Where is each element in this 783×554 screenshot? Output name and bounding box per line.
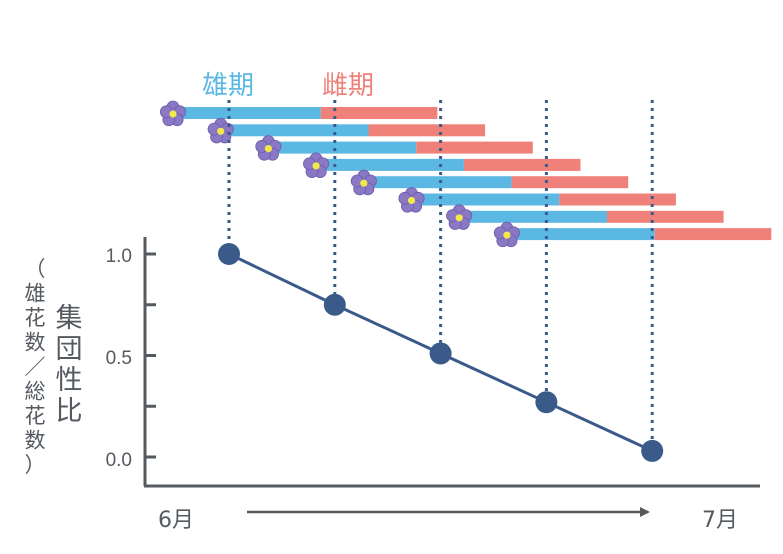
x-label-july: 7月: [702, 508, 738, 533]
male-period-bar: [516, 228, 655, 241]
flower-icon: [303, 152, 330, 178]
data-point: [535, 391, 558, 414]
legend-male-period: 雄期: [202, 71, 254, 101]
data-point: [429, 342, 452, 365]
flowering-periods: [183, 107, 772, 241]
female-period-bar: [607, 210, 724, 223]
female-period-bar: [320, 107, 438, 119]
flower-icon: [255, 135, 282, 161]
sex-ratio-points: [218, 243, 664, 462]
flower-icon: [446, 204, 473, 230]
y-axis-title: 集団性比: [56, 303, 83, 427]
female-period-bar: [654, 228, 772, 241]
flower-icon: [493, 221, 520, 248]
male-period-bar: [326, 158, 464, 171]
y-tick-label-1: 1.0: [106, 246, 132, 267]
female-period-bar: [368, 124, 486, 137]
legend-female-period: 雌期: [322, 71, 374, 101]
flower-icon: [350, 169, 377, 196]
female-period-bar: [463, 158, 581, 171]
female-period-bar: [416, 141, 533, 154]
male-period-bar: [421, 193, 560, 206]
y-axis-subtitle: （雄花数／総花数）: [25, 257, 46, 477]
data-point: [323, 293, 346, 316]
female-period-bar: [559, 193, 676, 206]
data-point: [218, 243, 240, 265]
flower-icon: [398, 187, 425, 213]
female-period-bar: [511, 176, 629, 189]
male-period-bar: [278, 141, 417, 154]
flower-icons: [159, 100, 520, 248]
sampling-guides: [227, 100, 654, 451]
y-tick-label-0: 0.0: [106, 450, 132, 471]
male-period-bar: [230, 124, 369, 137]
y-ticks: [145, 252, 156, 459]
data-point: [641, 439, 664, 462]
y-tick-label-05: 0.5: [106, 348, 132, 369]
flower-icon: [207, 117, 234, 144]
male-period-bar: [373, 176, 512, 189]
x-label-june: 6月: [158, 508, 194, 533]
flower-icon: [159, 100, 187, 127]
male-period-bar: [469, 210, 607, 223]
male-period-bar: [183, 107, 321, 119]
